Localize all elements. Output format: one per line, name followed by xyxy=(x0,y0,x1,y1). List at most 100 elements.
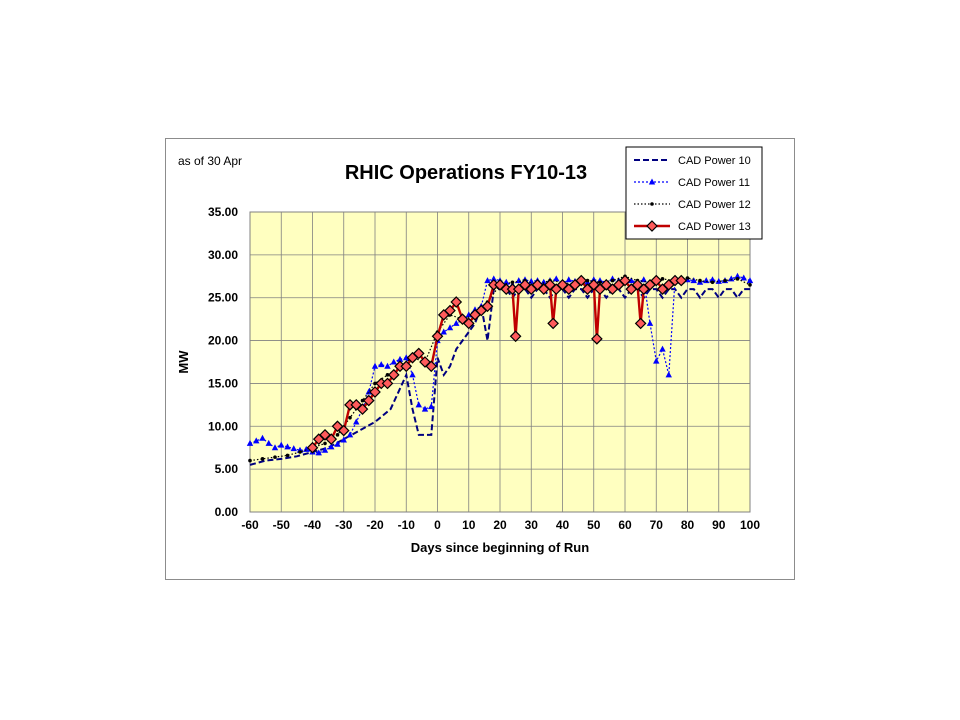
series-line xyxy=(249,288,750,466)
data-point xyxy=(453,319,460,326)
data-point xyxy=(484,277,491,284)
data-point xyxy=(428,403,435,410)
x-tick-label: 70 xyxy=(650,518,664,532)
x-tick-label: 30 xyxy=(525,518,539,532)
data-point xyxy=(306,441,319,454)
data-point xyxy=(646,319,654,326)
data-point xyxy=(285,453,290,458)
y-tick-label: 10.00 xyxy=(208,419,238,433)
x-axis-label: Days since beginning of Run xyxy=(411,540,589,555)
data-point xyxy=(709,276,716,283)
data-point xyxy=(321,446,329,453)
data-point xyxy=(260,457,265,461)
data-point xyxy=(646,220,658,232)
as-of-note: as of 30 Apr xyxy=(178,154,242,168)
data-point xyxy=(481,300,494,313)
data-point xyxy=(290,445,297,452)
data-point xyxy=(390,358,397,365)
data-point xyxy=(585,278,590,283)
data-point xyxy=(444,304,456,317)
legend-label: CAD Power 12 xyxy=(678,199,751,211)
data-point xyxy=(353,418,360,425)
data-point xyxy=(396,355,404,362)
x-axis-ticks: -60 -50 -40 -30 -20 -10 0 10 20 30 40 50 60 70 80 90 100 xyxy=(241,518,760,532)
chart-title: RHIC Operations FY10-13 xyxy=(345,162,587,184)
legend-label: CAD Power 13 xyxy=(678,221,751,233)
data-point xyxy=(335,433,340,437)
data-point xyxy=(284,443,291,450)
chart-frame: as of 30 Apr RHIC Operations FY10-13 0.0… xyxy=(165,138,795,580)
x-tick-label: -30 xyxy=(335,518,353,532)
series-group xyxy=(246,272,754,466)
x-tick-label: 10 xyxy=(462,518,476,532)
data-point xyxy=(509,330,522,343)
data-point xyxy=(246,439,254,446)
data-point xyxy=(259,434,266,441)
x-tick-label: 60 xyxy=(618,518,632,532)
x-tick-label: 40 xyxy=(556,518,570,532)
y-tick-label: 5.00 xyxy=(215,462,239,476)
data-point xyxy=(735,277,740,281)
y-tick-label: 25.00 xyxy=(208,291,238,305)
data-point xyxy=(698,278,702,283)
x-tick-label: -20 xyxy=(366,518,384,532)
x-tick-label: 90 xyxy=(712,518,726,532)
data-point xyxy=(510,280,515,285)
data-point xyxy=(734,272,741,279)
data-point xyxy=(619,274,631,287)
data-point xyxy=(665,371,672,378)
data-point xyxy=(328,443,335,450)
x-tick-label: 80 xyxy=(681,518,695,532)
data-point xyxy=(650,202,654,206)
data-point xyxy=(746,277,754,284)
legend-label: CAD Power 10 xyxy=(678,155,751,167)
y-axis-label: MW xyxy=(176,350,191,374)
data-point xyxy=(415,401,422,408)
data-point xyxy=(378,361,385,368)
x-tick-label: 20 xyxy=(493,518,507,532)
data-point xyxy=(409,371,416,378)
data-point xyxy=(715,277,722,284)
data-point xyxy=(553,275,560,282)
data-point xyxy=(703,277,710,284)
data-point xyxy=(653,357,660,364)
x-tick-label: -10 xyxy=(398,518,416,532)
data-point xyxy=(337,424,350,437)
data-point xyxy=(253,437,260,444)
data-point xyxy=(325,433,338,445)
data-point xyxy=(362,394,375,407)
data-point xyxy=(315,449,322,456)
data-point xyxy=(348,415,352,420)
legend-label: CAD Power 11 xyxy=(678,177,750,189)
data-point xyxy=(360,398,365,403)
x-tick-label: 100 xyxy=(740,518,760,532)
data-point xyxy=(634,317,647,330)
data-point xyxy=(431,330,444,343)
data-point xyxy=(540,278,547,285)
data-point xyxy=(356,403,369,415)
x-tick-label: -60 xyxy=(241,518,259,532)
data-point xyxy=(690,277,697,284)
data-point xyxy=(412,347,425,360)
data-point xyxy=(440,328,447,335)
data-point xyxy=(650,274,663,287)
data-point xyxy=(648,178,656,185)
y-tick-label: 30.00 xyxy=(208,248,238,262)
data-point xyxy=(723,278,727,283)
x-tick-label: -50 xyxy=(273,518,291,532)
data-point xyxy=(271,444,279,451)
data-point xyxy=(728,275,735,282)
data-point xyxy=(446,324,454,331)
data-point xyxy=(340,436,347,443)
data-point xyxy=(273,455,277,459)
data-point xyxy=(748,283,752,287)
data-point xyxy=(591,333,603,345)
data-point xyxy=(278,441,285,448)
data-point xyxy=(425,360,438,373)
chart-svg: as of 30 Apr RHIC Operations FY10-13 0.0… xyxy=(176,146,763,555)
data-point xyxy=(387,369,400,381)
data-point xyxy=(369,386,381,398)
legend: CAD Power 10 CAD Power 11 CAD Power 12 CAD … xyxy=(625,146,763,240)
data-point xyxy=(421,405,429,412)
data-point xyxy=(303,445,310,452)
